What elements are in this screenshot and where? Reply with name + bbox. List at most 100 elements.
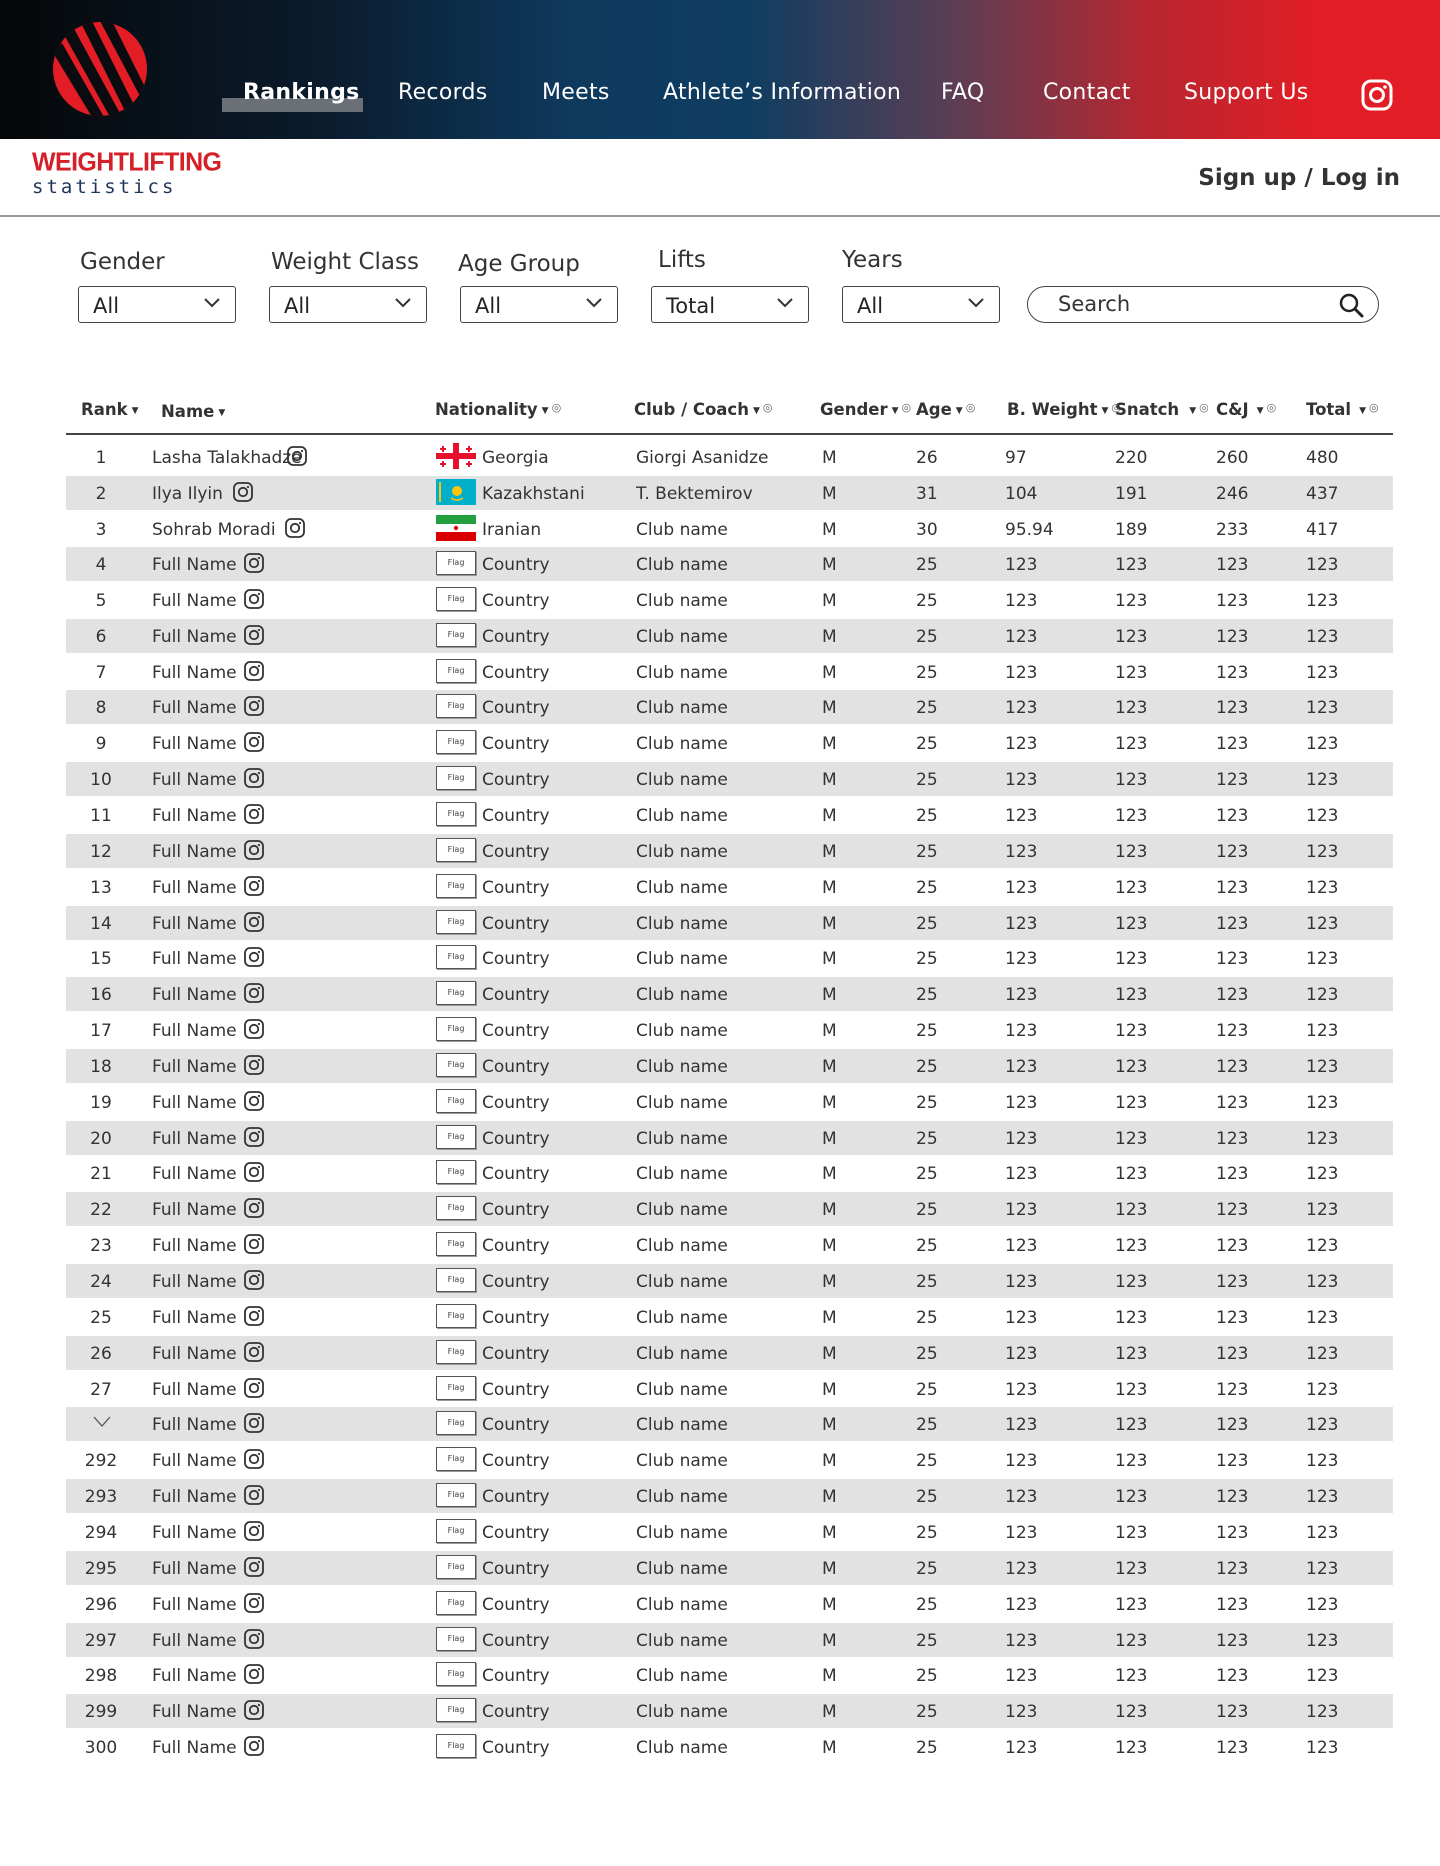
instagram-icon[interactable] [1361,79,1393,111]
table-row[interactable]: 294 Full Name Flag Country Club name M 25 123 12… [66,1515,1393,1549]
athlete-name-link[interactable]: Full Name [152,555,237,575]
athlete-name-link[interactable]: Full Name [152,1415,237,1436]
athlete-name-link[interactable]: Full Name [152,1630,237,1651]
athlete-name-link[interactable]: Lasha Talakhadze [152,448,302,468]
nav-contact[interactable]: Contact [1043,80,1131,105]
search-input[interactable] [1058,291,1318,317]
gender-select[interactable]: All [78,286,236,323]
athlete-name-link[interactable]: Full Name [152,1558,237,1579]
table-row[interactable]: 8 Full Name Flag Country Club name M 25 123 123 1… [66,690,1393,725]
athlete-name-link[interactable]: Full Name [152,1164,237,1185]
table-row[interactable]: 292 Full Name Flag Country Club name M 25 123 12… [66,1443,1393,1477]
table-row[interactable]: 13 Full Name Flag Country Club name M 25 123 123… [66,870,1393,904]
instagram-icon[interactable] [244,732,264,753]
instagram-icon[interactable] [244,1019,264,1039]
table-row[interactable]: 19 Full Name Flag Country Club name M 25 123 123… [66,1085,1393,1119]
info-icon[interactable]: ◎ [1266,401,1277,414]
instagram-icon[interactable] [244,1592,264,1613]
athlete-name-link[interactable]: Full Name [152,698,237,719]
column-header-cj[interactable]: C&J ▼ ◎ [1216,400,1276,419]
nav-meets[interactable]: Meets [542,80,610,105]
chevron-down-icon[interactable] [93,1416,111,1428]
instagram-icon[interactable] [244,1341,264,1362]
athlete-name-link[interactable]: Full Name [152,1379,237,1400]
table-row[interactable]: 24 Full Name Flag Country Club name M 25 123 123… [66,1264,1393,1298]
athlete-name-link[interactable]: Full Name [152,913,237,934]
instagram-icon[interactable] [244,947,264,968]
table-row[interactable]: 297 Full Name Flag Country Club name M 25 123 12… [66,1622,1393,1657]
table-row[interactable]: 7 Full Name Flag Country Club name M 25 123 123 1… [66,655,1393,689]
instagram-icon[interactable] [244,1664,264,1685]
info-icon[interactable]: ◎ [551,401,562,414]
instagram-icon[interactable] [287,446,307,466]
instagram-icon[interactable] [244,1162,264,1183]
table-row[interactable]: 15 Full Name Flag Country Club name M 25 123 123… [66,941,1393,975]
athlete-name-link[interactable]: Full Name [152,1343,237,1364]
table-row[interactable]: 1 Lasha Talakhadze Georgia Giorgi Asanidze M… [66,440,1393,474]
athlete-name-link[interactable]: Full Name [152,1092,237,1113]
instagram-icon[interactable] [244,1413,264,1434]
instagram-icon[interactable] [244,839,264,860]
table-row[interactable]: 21 Full Name Flag Country Club name M 25 123 123… [66,1156,1393,1190]
table-row[interactable]: 25 Full Name Flag Country Club name M 25 123 123… [66,1300,1393,1334]
athlete-name-link[interactable]: Full Name [152,1128,237,1149]
table-row[interactable]: 295 Full Name Flag Country Club name M 25 123 12… [66,1550,1393,1585]
table-row[interactable]: 12 Full Name Flag Country Club name M 25 123 123… [66,833,1393,868]
instagram-icon[interactable] [244,804,264,824]
column-header-age[interactable]: Age ▼ ◎ [916,400,975,419]
instagram-icon[interactable] [244,911,264,932]
lifts-select[interactable]: Total [651,286,809,323]
column-header-total[interactable]: Total ▼ ◎ [1306,400,1379,419]
instagram-icon[interactable] [244,1521,264,1541]
info-icon[interactable]: ◎ [1199,401,1209,414]
column-header-nationality[interactable]: Nationality ▼ ◎ [435,400,561,419]
instagram-icon[interactable] [244,660,264,681]
athlete-name-link[interactable]: Full Name [152,841,237,862]
instagram-icon[interactable] [244,624,264,645]
instagram-icon[interactable] [244,553,264,573]
column-header-gender[interactable]: Gender ▼ ◎ [820,400,911,419]
instagram-icon[interactable] [244,1305,264,1326]
athlete-name-link[interactable]: Full Name [152,770,237,791]
athlete-name-link[interactable]: Full Name [152,662,237,683]
table-row[interactable]: 2 Ilya Ilyin Kazakhstani T. Bektemirov M 31 10… [66,476,1393,510]
table-row[interactable]: 10 Full Name Flag Country Club name M 25 123 123… [66,762,1393,797]
instagram-icon[interactable] [244,1054,264,1075]
athlete-name-link[interactable]: Full Name [152,734,237,755]
nav-support-us[interactable]: Support Us [1184,80,1309,105]
table-row[interactable]: 27 Full Name Flag Country Club name M 25 123 123… [66,1372,1393,1406]
table-row[interactable]: 17 Full Name Flag Country Club name M 25 123 123… [66,1013,1393,1047]
instagram-icon[interactable] [244,875,264,896]
instagram-icon[interactable] [233,482,253,502]
brand-wordmark[interactable]: WEIGHTLIFTING statistics [32,148,222,199]
athlete-name-link[interactable]: Full Name [152,1200,237,1221]
years-select[interactable]: All [842,286,1000,323]
table-row[interactable]: 299 Full Name Flag Country Club name M 25 123 12… [66,1694,1393,1729]
table-row[interactable]: 3 Sohrab Moradi Iranian Club name M 30 95.94 18… [66,512,1393,546]
instagram-icon[interactable] [244,1449,264,1470]
athlete-name-link[interactable]: Ilya Ilyin [152,484,223,504]
instagram-icon[interactable] [244,696,264,717]
instagram-icon[interactable] [244,1234,264,1255]
nav-records[interactable]: Records [398,80,488,105]
table-row[interactable]: 14 Full Name Flag Country Club name M 25 123 123… [66,905,1393,940]
athlete-name-link[interactable]: Full Name [152,1522,237,1543]
instagram-icon[interactable] [244,1126,264,1147]
column-header-body-weight[interactable]: B. Weight ▼ ◎ [1007,400,1121,419]
nav-rankings[interactable]: Rankings [243,80,360,105]
column-header-rank[interactable]: Rank ▼ [81,400,138,419]
table-row[interactable]: 26 Full Name Flag Country Club name M 25 123 123… [66,1335,1393,1370]
table-row[interactable]: 5 Full Name Flag Country Club name M 25 123 123 1… [66,583,1393,617]
athlete-name-link[interactable]: Full Name [152,877,237,898]
table-row[interactable]: 6 Full Name Flag Country Club name M 25 123 123 1… [66,618,1393,653]
athlete-name-link[interactable]: Sohrab Moradi [152,520,276,540]
instagram-icon[interactable] [244,1377,264,1398]
column-header-club-coach[interactable]: Club / Coach ▼ ◎ [634,400,772,419]
table-row[interactable]: 22 Full Name Flag Country Club name M 25 123 123… [66,1192,1393,1227]
table-row[interactable]: 298 Full Name Flag Country Club name M 25 123 12… [66,1658,1393,1692]
column-header-snatch[interactable]: Snatch ▼ ◎ [1115,400,1209,419]
instagram-icon[interactable] [244,1270,264,1290]
instagram-icon[interactable] [244,1090,264,1111]
site-logo[interactable] [52,21,148,117]
athlete-name-link[interactable]: Full Name [152,1487,237,1508]
